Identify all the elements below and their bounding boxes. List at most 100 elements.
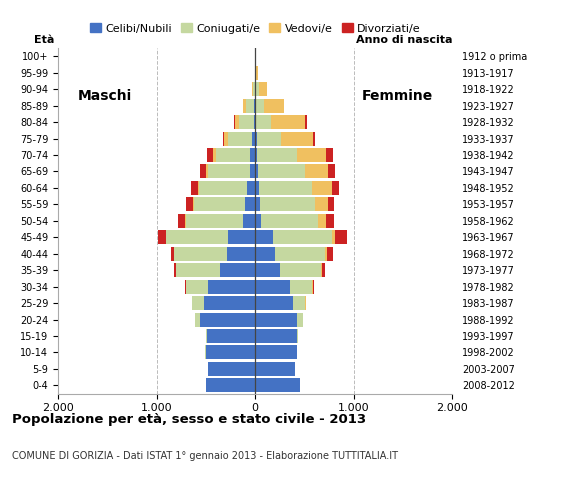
Bar (254, 98, 255, 113)
Bar (186, 214, 244, 228)
Bar (327, 247, 332, 261)
Bar (206, 165, 208, 179)
Bar (239, 115, 253, 129)
Bar (296, 329, 298, 343)
Bar (305, 165, 328, 179)
Bar (296, 148, 326, 162)
Bar (194, 197, 245, 211)
Bar (281, 132, 313, 145)
Bar (177, 214, 186, 228)
Bar (259, 181, 312, 195)
Bar (186, 280, 208, 294)
Bar (318, 214, 326, 228)
Bar (255, 115, 256, 129)
Bar (332, 181, 339, 195)
Bar (200, 165, 206, 179)
Bar (257, 132, 281, 145)
Bar (207, 148, 213, 162)
Bar (255, 280, 290, 294)
Bar (246, 98, 254, 113)
Bar (227, 230, 255, 244)
Bar (199, 181, 247, 195)
Bar (293, 296, 306, 310)
Bar (186, 197, 193, 211)
Bar (213, 148, 216, 162)
Bar (256, 66, 258, 80)
Bar (251, 148, 255, 162)
Bar (216, 148, 251, 162)
Bar (255, 148, 257, 162)
Bar (257, 148, 296, 162)
Bar (255, 329, 296, 343)
Bar (253, 82, 255, 96)
Bar (198, 181, 199, 195)
Bar (326, 148, 333, 162)
Bar (158, 230, 166, 244)
Bar (328, 197, 334, 211)
Text: Anno di nascita: Anno di nascita (356, 35, 452, 45)
Bar (255, 247, 275, 261)
Bar (244, 98, 246, 113)
Bar (273, 230, 332, 244)
Bar (256, 98, 264, 113)
Bar (280, 263, 321, 277)
Bar (176, 263, 220, 277)
Bar (191, 181, 198, 195)
Bar (206, 329, 207, 343)
Bar (253, 115, 255, 129)
Bar (275, 247, 325, 261)
Bar (328, 165, 335, 179)
Bar (332, 230, 335, 244)
Bar (208, 165, 250, 179)
Bar (174, 263, 176, 277)
Bar (200, 312, 255, 326)
Bar (247, 181, 255, 195)
Bar (206, 346, 255, 360)
Bar (256, 82, 259, 96)
Text: COMUNE DI GORIZIA - Dati ISTAT 1° gennaio 2013 - Elaborazione TUTTITALIA.IT: COMUNE DI GORIZIA - Dati ISTAT 1° gennai… (12, 451, 398, 461)
Bar (245, 197, 255, 211)
Bar (260, 197, 316, 211)
Bar (255, 165, 258, 179)
Bar (255, 296, 293, 310)
Bar (312, 181, 332, 195)
Bar (255, 132, 257, 145)
Bar (192, 296, 204, 310)
Bar (261, 214, 318, 228)
Bar (290, 280, 313, 294)
Bar (264, 98, 284, 113)
Bar (204, 296, 255, 310)
Bar (259, 82, 267, 96)
Bar (185, 280, 186, 294)
Bar (166, 230, 227, 244)
Legend: Celibi/Nubili, Coniugati/e, Vedovi/e, Divorziati/e: Celibi/Nubili, Coniugati/e, Vedovi/e, Di… (85, 19, 425, 38)
Bar (255, 197, 260, 211)
Bar (255, 214, 261, 228)
Bar (234, 115, 235, 129)
Bar (255, 346, 296, 360)
Bar (252, 132, 255, 145)
Bar (250, 165, 255, 179)
Bar (313, 132, 315, 145)
Bar (271, 115, 306, 129)
Bar (325, 247, 327, 261)
Text: Età: Età (34, 35, 54, 45)
Bar (208, 280, 255, 294)
Bar (244, 214, 255, 228)
Text: Maschi: Maschi (78, 89, 132, 103)
Bar (255, 263, 280, 277)
Bar (255, 378, 300, 392)
Bar (326, 214, 334, 228)
Bar (255, 312, 296, 326)
Bar (193, 197, 194, 211)
Bar (296, 312, 303, 326)
Bar (252, 82, 253, 96)
Bar (235, 115, 239, 129)
Bar (206, 378, 255, 392)
Bar (322, 263, 325, 277)
Bar (207, 329, 255, 343)
Text: Popolazione per età, sesso e stato civile - 2013: Popolazione per età, sesso e stato civil… (12, 413, 366, 426)
Bar (255, 230, 273, 244)
Bar (255, 181, 259, 195)
Bar (256, 115, 271, 129)
